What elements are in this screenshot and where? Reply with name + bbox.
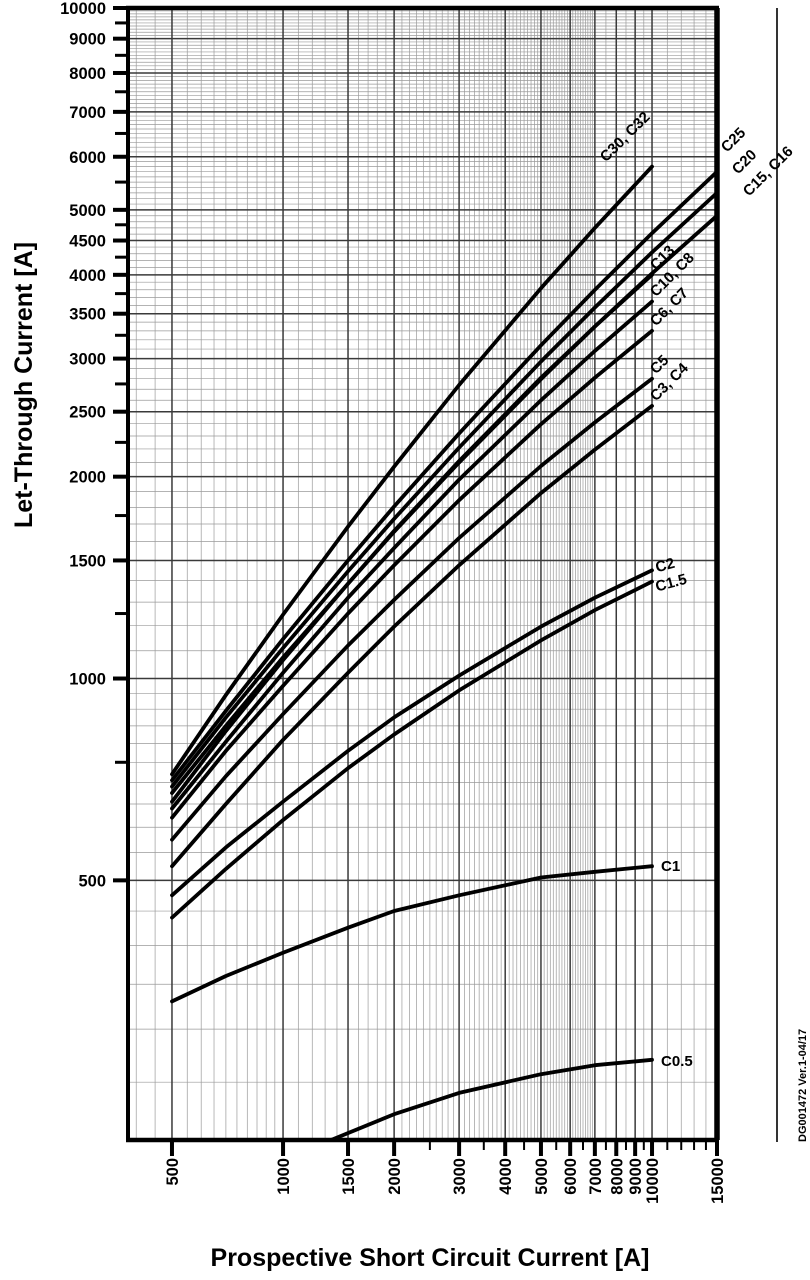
y-tick-label: 5000 xyxy=(69,202,106,220)
x-tick-label: 1000 xyxy=(275,1158,293,1195)
curve-c2 xyxy=(170,568,654,898)
x-tick-label: 4000 xyxy=(497,1158,515,1195)
curve-c0-5 xyxy=(329,1057,654,1142)
y-tick-label: 2000 xyxy=(69,469,106,487)
axis-tick-labels: 500 1000 1500 2000 3000 4000 5000 6000 7000 8000 9… xyxy=(60,0,727,1204)
curve-c13 xyxy=(170,272,654,804)
x-tick-label: 500 xyxy=(164,1158,182,1186)
x-tick-label: 3000 xyxy=(451,1158,469,1195)
curve-c10-c8 xyxy=(170,299,654,811)
y-tick-label: 7000 xyxy=(69,104,106,122)
curve-label-c0-5: C0.5 xyxy=(661,1053,693,1070)
y-tick-label: 1000 xyxy=(69,671,106,689)
curve-c6-c7 xyxy=(170,328,654,820)
x-tick-label: 5000 xyxy=(533,1158,551,1195)
x-axis-title: Prospective Short Circuit Current [A] xyxy=(211,1244,650,1272)
curve-c5 xyxy=(170,376,654,842)
curve-c1-5 xyxy=(170,579,654,920)
y-tick-label: 3500 xyxy=(69,306,106,324)
y-tick-label: 9000 xyxy=(69,31,106,49)
x-tick-label: 10000 xyxy=(644,1158,662,1204)
y-tick-label: 3000 xyxy=(69,351,106,369)
x-tick-label: 9000 xyxy=(627,1158,645,1195)
x-tick-label: 2000 xyxy=(386,1158,404,1195)
curve-c3-c4 xyxy=(170,404,654,869)
curves xyxy=(170,164,719,1142)
y-tick-label: 6000 xyxy=(69,149,106,167)
x-tick-label: 1500 xyxy=(340,1158,358,1195)
y-tick-label: 4000 xyxy=(69,267,106,285)
x-tick-label: 8000 xyxy=(608,1158,626,1195)
curve-label-c1: C1 xyxy=(661,858,680,875)
y-tick-label: 10000 xyxy=(60,0,106,18)
x-tick-label: 15000 xyxy=(709,1158,727,1204)
axis-ticks xyxy=(113,6,719,1156)
curve-c30-c32 xyxy=(170,164,654,777)
y-tick-label: 8000 xyxy=(69,65,106,83)
document-reference: DG001472 Ver.1-04/17 xyxy=(797,1029,809,1142)
curve-c25 xyxy=(170,169,719,783)
curve-label-c2: C2 xyxy=(654,555,677,576)
y-tick-label: 4500 xyxy=(69,233,106,251)
plot-frame xyxy=(126,5,720,1143)
y-axis-title: Let-Through Current [A] xyxy=(10,242,38,528)
x-tick-label: 7000 xyxy=(587,1158,605,1195)
y-tick-label: 500 xyxy=(78,872,106,890)
curve-c1 xyxy=(170,864,654,1004)
curve-c20 xyxy=(170,191,719,789)
x-tick-label: 6000 xyxy=(562,1158,580,1195)
y-tick-label: 2500 xyxy=(69,404,106,422)
y-tick-label: 1500 xyxy=(69,552,106,570)
